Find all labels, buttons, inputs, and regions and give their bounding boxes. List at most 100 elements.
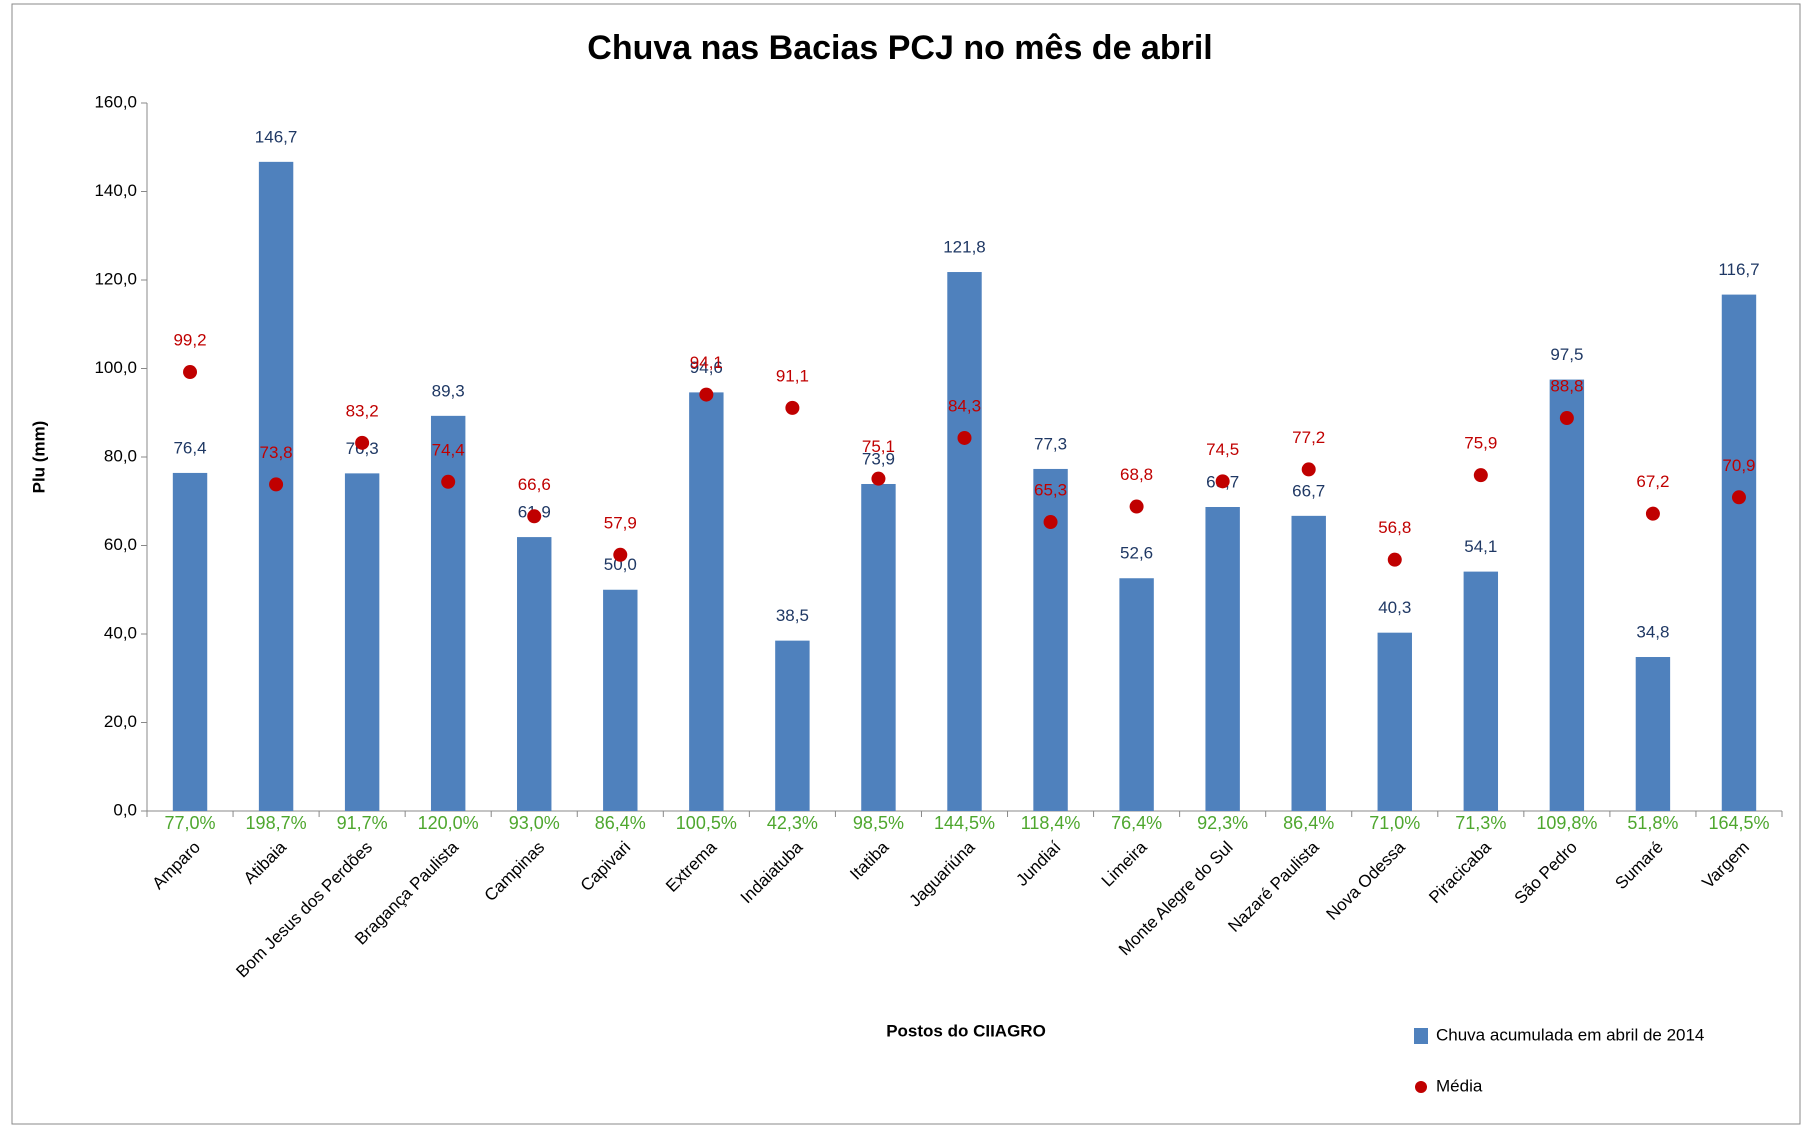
media-dot: [957, 430, 972, 445]
media-dot: [1043, 515, 1058, 530]
media-dot: [1215, 474, 1230, 489]
media-value-label: 83,2: [346, 401, 379, 420]
bar: [1291, 515, 1326, 811]
x-tick-label: Extrema: [662, 837, 721, 896]
media-dot: [1301, 462, 1316, 477]
media-value-label: 67,2: [1636, 472, 1669, 491]
bar-value-label: 66,7: [1292, 481, 1325, 500]
media-dot: [699, 387, 714, 402]
bar: [861, 483, 896, 811]
percent-label: 86,4%: [595, 813, 646, 833]
bar: [689, 392, 724, 811]
y-tick-label: 60,0: [104, 535, 137, 554]
y-tick-label: 100,0: [94, 358, 137, 377]
bar-value-label: 89,3: [432, 381, 465, 400]
percent-label: 118,4%: [1021, 813, 1081, 833]
x-tick-label: Jundiaí: [1012, 837, 1064, 889]
bar-value-label: 94,6: [690, 358, 723, 377]
media-value-label: 91,1: [776, 366, 809, 385]
legend-label: Média: [1436, 1076, 1483, 1095]
bar-value-label: 73,9: [862, 449, 895, 468]
media-value-label: 88,8: [1550, 377, 1583, 396]
bar: [1721, 294, 1757, 811]
percent-label: 92,3%: [1197, 813, 1248, 833]
media-dot: [785, 400, 800, 415]
percent-label: 164,5%: [1708, 813, 1769, 833]
percent-label: 76,4%: [1111, 813, 1162, 833]
percent-label: 100,5%: [676, 813, 737, 833]
bar: [1463, 571, 1499, 811]
percent-label: 91,7%: [337, 813, 388, 833]
y-tick-label: 160,0: [94, 92, 137, 111]
percent-label: 71,0%: [1369, 813, 1420, 833]
bar: [517, 537, 552, 811]
media-dot: [1129, 499, 1144, 514]
x-tick-label: Sumaré: [1611, 838, 1667, 894]
bar: [603, 589, 638, 811]
media-value-label: 68,8: [1120, 465, 1153, 484]
media-value-label: 65,3: [1034, 481, 1067, 500]
x-tick-label: Nazaré Paulista: [1224, 837, 1323, 936]
x-tick-label: São Pedro: [1511, 838, 1581, 908]
media-value-label: 99,2: [173, 331, 206, 350]
x-tick-label: Capivari: [577, 838, 635, 896]
percent-label: 93,0%: [509, 813, 560, 833]
percent-label: 109,8%: [1536, 813, 1597, 833]
y-axis-title: Plu (mm): [29, 421, 48, 494]
percent-label: 86,4%: [1283, 813, 1334, 833]
bar: [1635, 657, 1671, 811]
bar-value-label: 34,8: [1636, 622, 1669, 641]
percent-label: 98,5%: [853, 813, 904, 833]
bar-value-label: 54,1: [1464, 537, 1497, 556]
y-tick-label: 140,0: [94, 181, 137, 200]
bar: [947, 272, 982, 811]
media-value-label: 75,9: [1464, 434, 1497, 453]
y-tick-label: 20,0: [104, 712, 137, 731]
media-dot: [1473, 468, 1488, 483]
bar-value-label: 76,4: [173, 438, 206, 457]
media-value-label: 77,2: [1292, 428, 1325, 447]
percent-label: 77,0%: [165, 813, 216, 833]
media-value-label: 74,5: [1206, 440, 1239, 459]
media-dot: [613, 547, 628, 562]
bar-value-label: 116,7: [1718, 260, 1759, 279]
y-tick-label: 120,0: [94, 269, 137, 288]
media-dot: [269, 477, 284, 492]
x-tick-label: Piracicaba: [1425, 837, 1495, 907]
bar: [344, 473, 380, 811]
bar: [1205, 507, 1240, 811]
x-tick-label: Limeira: [1098, 837, 1151, 890]
frame: [11, 3, 1801, 1125]
media-value-label: 57,9: [604, 513, 637, 532]
y-tick-label: 80,0: [104, 446, 137, 465]
percent-label: 144,5%: [934, 813, 995, 833]
media-value-label: 75,1: [862, 437, 895, 456]
media-value-label: 94,1: [690, 353, 723, 372]
percent-label: 71,3%: [1455, 813, 1506, 833]
x-axis-title: Postos do CIIAGRO: [886, 1021, 1046, 1040]
percent-label: 120,0%: [418, 813, 479, 833]
x-tick-label: Vargem: [1698, 838, 1753, 893]
bar: [1549, 379, 1585, 811]
x-tick-label: Jaguariúna: [906, 837, 979, 910]
legend-swatch: [1415, 1081, 1427, 1093]
bar: [1119, 578, 1154, 811]
y-tick-label: 40,0: [104, 623, 137, 642]
bar: [775, 640, 810, 811]
bar: [172, 472, 208, 811]
x-tick-label: Nova Odessa: [1322, 837, 1409, 924]
percent-label: 42,3%: [767, 813, 818, 833]
media-dot: [1645, 506, 1660, 521]
media-value-label: 66,6: [518, 475, 551, 494]
media-value-label: 70,9: [1722, 456, 1755, 475]
bar-value-label: 40,3: [1378, 598, 1411, 617]
x-tick-label: Atibaia: [240, 837, 291, 888]
x-tick-label: Indaiatuba: [737, 837, 807, 907]
bar-value-label: 52,6: [1120, 544, 1153, 563]
bar: [1377, 632, 1412, 811]
legend-swatch: [1414, 1028, 1428, 1044]
chart-title: Chuva nas Bacias PCJ no mês de abril: [587, 29, 1212, 67]
bar-value-label: 77,3: [1034, 434, 1067, 453]
media-value-label: 74,4: [432, 440, 465, 459]
